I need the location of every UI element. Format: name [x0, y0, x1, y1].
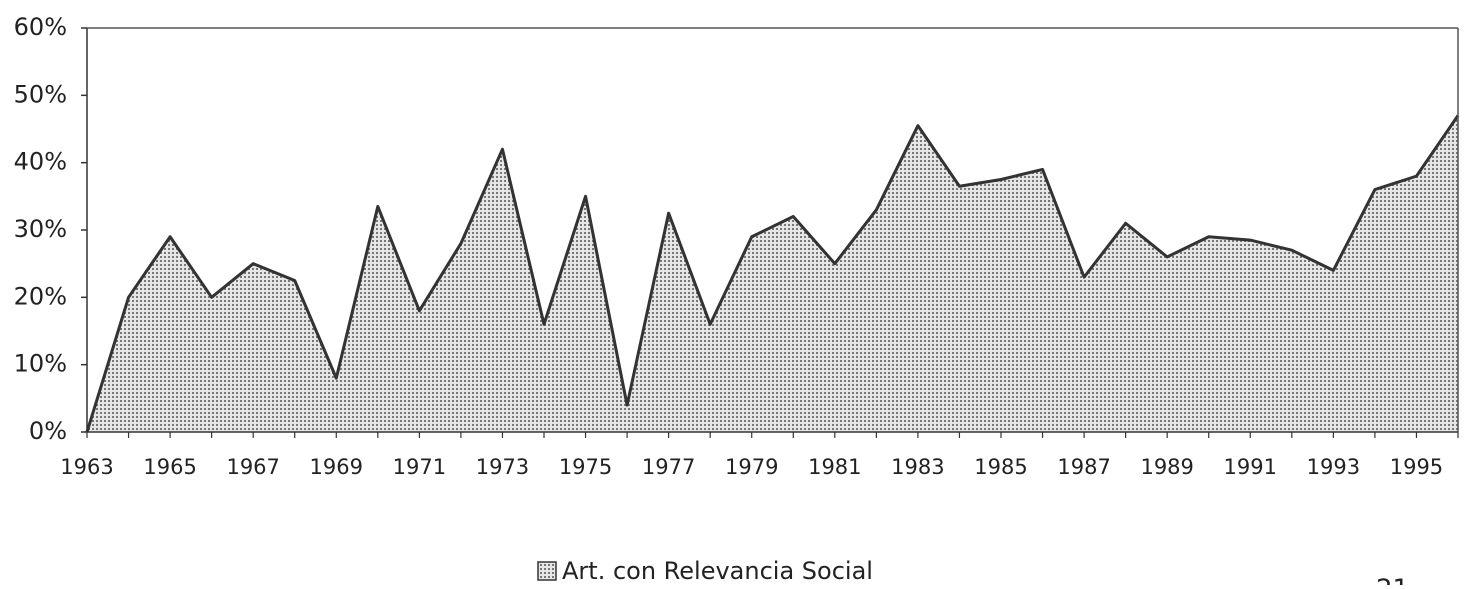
- y-tick-label: 40%: [14, 148, 67, 176]
- x-tick-label: 1987: [1057, 455, 1110, 479]
- y-tick-label: 10%: [14, 350, 67, 378]
- x-tick-label: 1975: [559, 455, 612, 479]
- x-tick-label: 1971: [393, 455, 446, 479]
- y-tick-label: 20%: [14, 282, 67, 310]
- x-tick-label: 1981: [808, 455, 861, 479]
- x-tick-label: 1985: [974, 455, 1027, 479]
- x-tick-label: 1967: [226, 455, 279, 479]
- legend-swatch: [537, 561, 557, 581]
- legend-label: Art. con Relevancia Social: [562, 557, 873, 585]
- x-tick-label: 1993: [1307, 455, 1360, 479]
- x-tick-label: 1965: [143, 455, 196, 479]
- x-tick-label: 1969: [310, 455, 363, 479]
- x-tick-label: 1977: [642, 455, 695, 479]
- x-tick-label: 1991: [1224, 455, 1277, 479]
- x-tick-label: 1989: [1140, 455, 1193, 479]
- area-line: [85, 114, 1460, 433]
- y-tick-label: 30%: [14, 215, 67, 243]
- y-tick-label: 0%: [29, 417, 67, 445]
- x-tick-label: 1983: [891, 455, 944, 479]
- y-tick-label: 50%: [14, 80, 67, 108]
- x-tick-label: 1973: [476, 455, 529, 479]
- x-tick-label: 1963: [60, 455, 113, 479]
- x-tick-label: 1979: [725, 455, 778, 479]
- area-fill: [87, 115, 1458, 433]
- x-tick-label: 1995: [1390, 455, 1443, 479]
- y-tick-label: 60%: [14, 13, 67, 41]
- legend: Art. con Relevancia Social: [537, 557, 873, 585]
- page-number: 21: [1376, 575, 1409, 586]
